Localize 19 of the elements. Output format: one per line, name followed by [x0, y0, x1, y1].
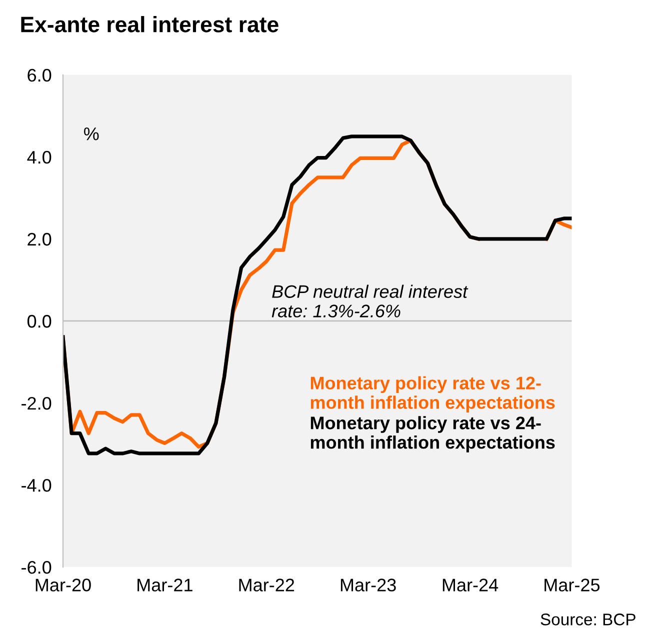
y-tick-label: 2.0	[28, 232, 52, 246]
annotation: BCP neutral real interest rate: 1.3%-2.6%	[272, 284, 468, 318]
y-tick-label: 6.0	[28, 68, 52, 82]
source-note: Source: BCP	[540, 614, 636, 626]
text: Monetary policy rate vs 12-month inflation expectations	[310, 376, 555, 412]
y-tick-label: 4.0	[27, 150, 52, 164]
x-tick-label: Mar-21	[138, 578, 192, 592]
y-tick-label: 0.0	[27, 314, 52, 328]
x-tick-label: Mar-23	[340, 578, 396, 592]
x-tick-label: Mar-22	[239, 578, 294, 592]
x-tick-label: Mar-24	[442, 578, 498, 592]
y-tick-label: -2.0	[22, 396, 52, 410]
x-tick-label: Mar-20	[36, 578, 91, 592]
y-tick-label: -4.0	[22, 478, 52, 492]
annotation: %	[84, 128, 99, 140]
x-tick-label: Mar-25	[544, 578, 600, 592]
text: Monetary policy rate vs 24-month inflation expectations	[310, 416, 555, 452]
chart-title: Ex-ante real interest rate	[21, 16, 278, 32]
y-tick-label: -6.0	[22, 560, 52, 574]
